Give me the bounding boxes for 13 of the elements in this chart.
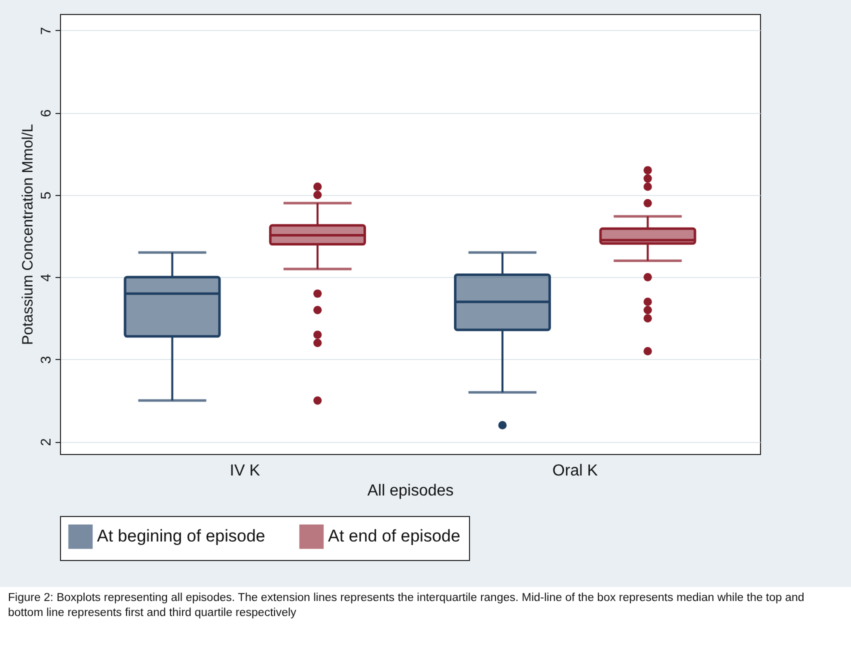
y-tick-label: 4 [38, 274, 54, 282]
y-tick-label: 7 [38, 26, 54, 35]
x-axis-title: All episodes [367, 482, 454, 500]
x-tick-label: IV K [230, 462, 260, 480]
caption: Figure 2: Boxplots representing all episodes. The extension lines represents the interquartile ranges. Mid-line of the box represents median while the top and bottom line represents first and third quartile respectively [8, 591, 806, 621]
legend-label: At end of episode [328, 526, 460, 546]
legend-label: At begining of episode [97, 526, 266, 546]
y-tick-label: 3 [38, 356, 54, 364]
x-tick-label: Oral K [552, 462, 598, 480]
y-axis-title: Potassium Concentration Mmol/L [20, 124, 36, 345]
y-tick-label: 5 [38, 191, 54, 200]
y-tick-label: 2 [38, 438, 54, 446]
y-tick-label: 6 [38, 109, 54, 118]
